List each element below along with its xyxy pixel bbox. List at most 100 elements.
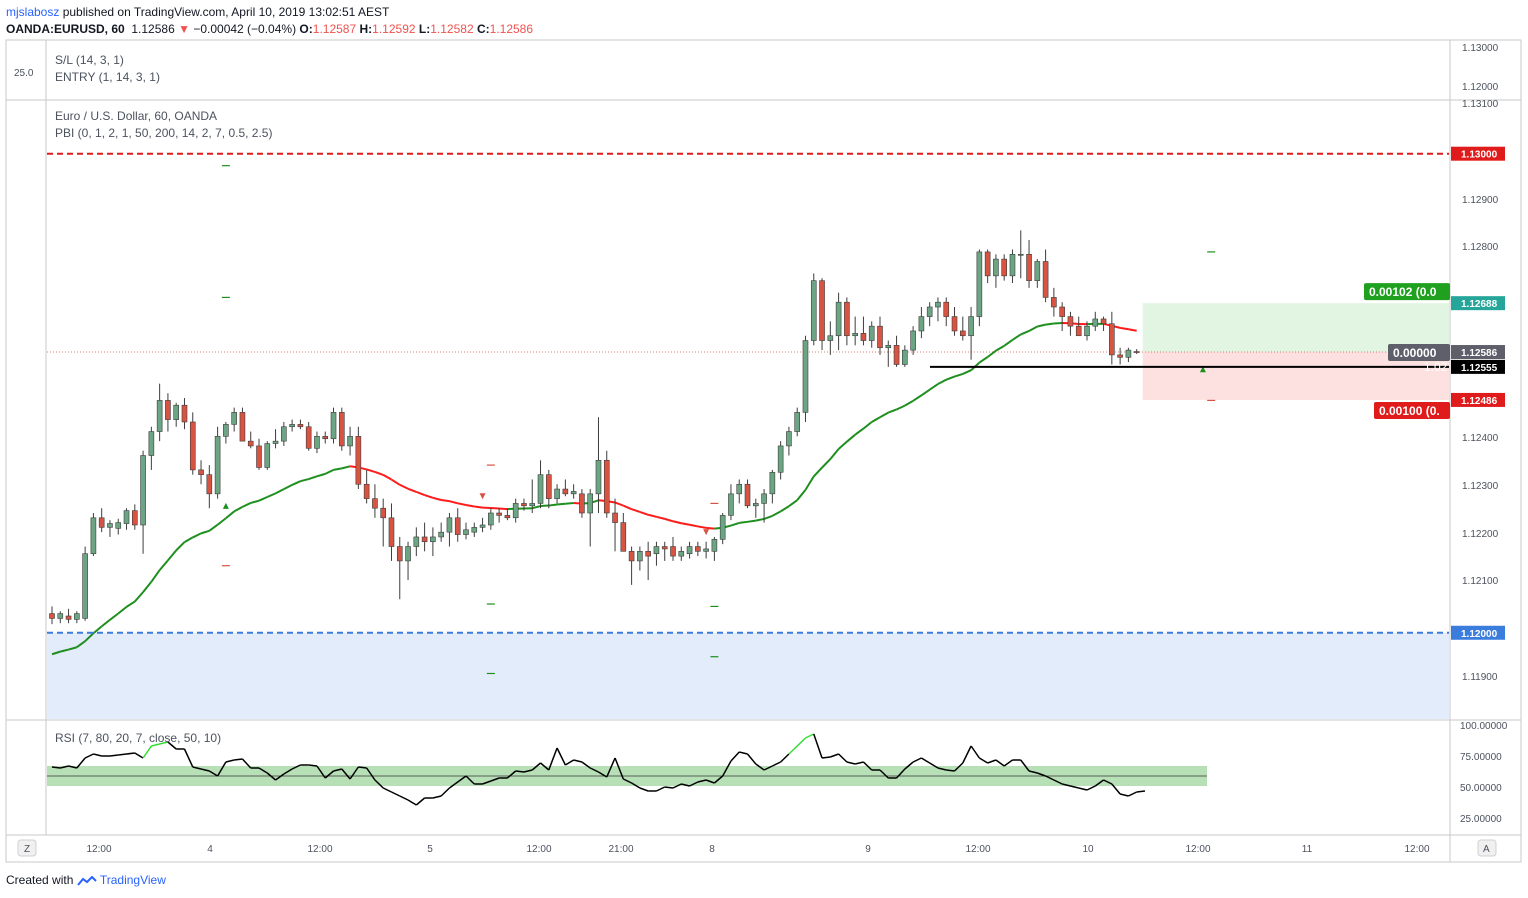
ema-segment — [101, 618, 111, 628]
candle — [65, 608, 72, 624]
price-axis[interactable]: 1.13100 1.12900 1.12800 1.12400 1.12300 … — [1462, 99, 1499, 683]
ema-segment — [250, 499, 260, 504]
rsi-segment — [192, 766, 202, 770]
ema-segment — [1020, 330, 1030, 336]
tradingview-link[interactable]: TradingView — [99, 873, 166, 887]
rsi-segment — [995, 759, 1005, 767]
candle-body — [603, 460, 610, 514]
ema-segment — [283, 484, 293, 490]
price-tick: 1.11900 — [1462, 672, 1498, 683]
rsi-segment — [225, 759, 235, 763]
candle — [314, 431, 320, 454]
ema-segment — [747, 519, 756, 523]
candle-body — [115, 522, 122, 529]
candle — [165, 393, 171, 432]
rsi-layer — [47, 733, 1207, 806]
candle-body — [844, 301, 850, 337]
target-info-box-bg — [1364, 283, 1450, 301]
candle — [1001, 254, 1008, 281]
z-button[interactable] — [17, 839, 37, 857]
candle — [347, 426, 353, 456]
candle — [686, 541, 693, 559]
ema-segment — [333, 467, 342, 471]
candle — [471, 522, 478, 537]
ema-line-layer — [51, 322, 1137, 656]
rsi-segment — [358, 766, 367, 769]
rsi-segment — [987, 759, 997, 764]
ema-segment — [937, 378, 947, 385]
rsi-segment — [216, 761, 227, 777]
rsi-segment — [912, 757, 922, 763]
ema-segment — [987, 349, 997, 358]
candle-body — [529, 503, 536, 507]
price-labels-layer: 1.13000 1.12688 1.12586 1.12555 1.12486 1.120… — [1364, 146, 1505, 640]
a-button[interactable] — [1477, 839, 1497, 857]
entry-price-label-bg — [1451, 359, 1505, 374]
candle — [1084, 321, 1090, 341]
time-axis[interactable]: 12:00 4 12:00 5 12:00 21:00 8 9 12:00 10… — [86, 844, 1429, 855]
rsi-segment — [200, 768, 210, 772]
candle — [148, 426, 155, 470]
ema-segment — [556, 502, 566, 506]
rsi-segment — [51, 766, 61, 769]
lower-blue-price-label: 1.12000 — [1461, 629, 1498, 640]
candle — [695, 541, 701, 557]
down-arrow-icon: ▼ — [178, 22, 190, 36]
rsi-segment — [697, 779, 707, 783]
ema-segment — [796, 489, 807, 501]
candle — [231, 407, 237, 432]
price-tick: 1.12900 — [1462, 195, 1499, 206]
rsi-segment — [234, 758, 243, 761]
candle-body — [769, 471, 776, 495]
rsi-segment — [805, 733, 815, 739]
author-link[interactable]: mjslabosz — [6, 5, 60, 19]
candle — [90, 513, 97, 557]
candle — [173, 402, 179, 427]
ema-segment — [300, 478, 309, 483]
candle — [719, 513, 726, 545]
ema-segment — [672, 520, 682, 525]
candle-body — [57, 613, 64, 619]
rsi-segment — [838, 753, 848, 763]
candle-body — [1009, 254, 1016, 277]
buy-signal-triangle — [222, 502, 229, 509]
target-info-box: 0.00102 (0.0 — [1369, 285, 1437, 299]
ema-segment — [780, 505, 790, 513]
rsi-segment — [366, 767, 376, 781]
ema-segment — [1119, 326, 1129, 331]
rsi-tick: 100.00000 — [1460, 721, 1508, 732]
rsi-segment — [1061, 783, 1071, 787]
candle — [1067, 311, 1074, 336]
candle-body — [1059, 306, 1065, 317]
candle-body — [132, 510, 138, 526]
candle — [637, 546, 643, 571]
ema-segment — [192, 532, 202, 539]
rsi-segment — [713, 775, 724, 784]
zero-info-box: 0.00000 — [1393, 346, 1437, 360]
rsi-segment — [1078, 787, 1088, 791]
publish-header: mjslabosz published on TradingView.com, … — [6, 5, 389, 19]
candle-body — [438, 531, 444, 538]
candle-body — [637, 551, 643, 562]
candle — [1092, 311, 1099, 331]
candle-body — [98, 517, 105, 528]
rsi-segment — [142, 745, 152, 759]
rsi-segment — [540, 762, 550, 771]
candle-body — [786, 431, 792, 447]
ema-segment — [324, 468, 334, 475]
rsi-segment — [780, 753, 790, 763]
ema-segment — [945, 375, 955, 381]
close-value: 1.12586 — [489, 22, 534, 36]
candle — [1109, 311, 1115, 365]
rsi-segment — [1045, 775, 1055, 781]
candle-body — [579, 493, 585, 514]
candle-body — [902, 349, 908, 365]
upper-red-price-label: 1.13000 — [1461, 150, 1498, 161]
ema-segment — [465, 504, 475, 508]
rsi-segment — [937, 767, 947, 771]
candle-body — [314, 436, 320, 449]
ema-segment — [565, 502, 574, 505]
ema-segment — [929, 383, 939, 391]
ema-segment — [407, 487, 417, 493]
